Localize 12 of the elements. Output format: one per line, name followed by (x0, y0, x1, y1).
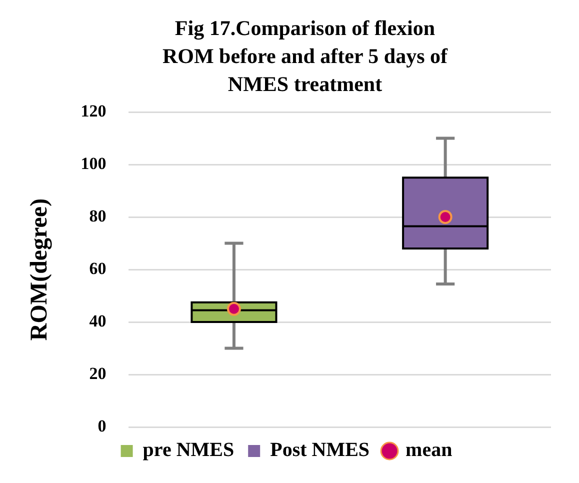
y-tick-label: 100 (80, 154, 106, 173)
legend-label: Post NMES (270, 439, 370, 462)
legend-label: mean (406, 439, 452, 462)
y-tick-label: 40 (89, 311, 106, 330)
y-tick-label: 120 (80, 101, 106, 120)
y-axis-title: ROM(degree) (26, 198, 53, 341)
chart-title: Fig 17.Comparison of flexion ROM before and after 5 days of NMES treatment (161, 15, 449, 98)
y-tick-label: 0 (98, 416, 106, 436)
y-tick-label: 20 (89, 364, 106, 383)
y-tick-label: 80 (89, 206, 106, 226)
legend-label: pre NMES (142, 439, 234, 462)
y-tick-label: 60 (89, 258, 106, 278)
